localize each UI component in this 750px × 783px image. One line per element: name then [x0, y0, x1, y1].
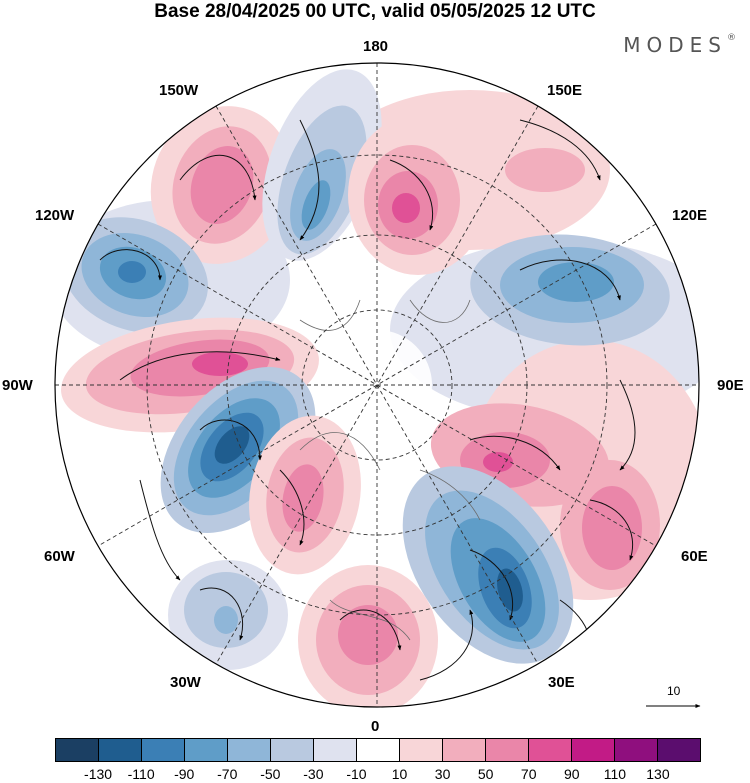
- colorbar-tick-label: 90: [564, 766, 580, 782]
- colorbar-swatch: [142, 739, 185, 761]
- anomaly-center: [582, 486, 642, 570]
- reference-vector-label: 10: [667, 684, 681, 698]
- colorbar-ticks: -130 -110 -90 -70 -50 -30 -10 10 30 50 70 90 110 130: [55, 766, 701, 783]
- graticule: [55, 63, 699, 707]
- colorbar-tick-label: -50: [260, 766, 281, 782]
- latitude-circle: [146, 154, 608, 616]
- colorbar-swatch: [486, 739, 529, 761]
- colorbar-swatch: [615, 739, 658, 761]
- lon-label-120w: 120W: [35, 207, 75, 224]
- anomaly-center: [282, 464, 324, 532]
- anomaly-center: [538, 262, 614, 302]
- lon-label-150e: 150E: [547, 82, 583, 99]
- map-border: [54, 62, 700, 708]
- colorbar-tick-label: -10: [346, 766, 367, 782]
- colorbar-swatch: [400, 739, 443, 761]
- coastline: [299, 299, 481, 641]
- brand-text: MODES: [623, 33, 727, 57]
- colorbar-swatch: [572, 739, 615, 761]
- colorbar-swatch: [271, 739, 314, 761]
- anomaly-center: [214, 606, 238, 634]
- anomaly-center: [192, 352, 248, 376]
- colorbar-swatch: [357, 739, 400, 761]
- colorbar-swatch: [228, 739, 271, 761]
- lon-label-60w: 60W: [44, 548, 75, 565]
- anomaly-center: [301, 180, 331, 230]
- lon-label-150w: 150W: [159, 82, 199, 99]
- lon-label-180: 180: [363, 38, 389, 55]
- lon-label-120e: 120E: [672, 207, 708, 224]
- colorbar-swatch: [443, 739, 486, 761]
- colorbar-tick-label: -130: [84, 766, 113, 782]
- anomaly-center: [483, 452, 513, 472]
- colorbar-swatch: [658, 739, 700, 761]
- lon-label-0: 0: [371, 718, 380, 735]
- anomaly-center: [118, 261, 146, 283]
- colorbar: [55, 738, 701, 762]
- colorbar-tick-label: 30: [434, 766, 451, 782]
- anomaly-center: [214, 426, 250, 464]
- lon-label-30w: 30W: [170, 674, 201, 691]
- lon-label-90e: 90E: [717, 377, 744, 394]
- colorbar-tick-label: 110: [603, 766, 627, 782]
- anomaly-field: [55, 63, 699, 707]
- brand-mark: ®: [727, 33, 736, 43]
- colorbar-swatch: [99, 739, 142, 761]
- lon-label-30e: 30E: [548, 674, 575, 691]
- lon-label-90w: 90W: [2, 377, 33, 394]
- colorbar-swatch: [56, 739, 99, 761]
- meridian-line: [97, 223, 657, 547]
- colorbar-tick-label: 10: [391, 766, 408, 782]
- colorbar-swatch: [314, 739, 357, 761]
- colorbar-swatch: [529, 739, 572, 761]
- colorbar-swatch: [185, 739, 228, 761]
- colorbar-tick-label: -70: [217, 766, 238, 782]
- colorbar-tick-label: -30: [303, 766, 324, 782]
- colorbar-tick-label: -110: [127, 766, 155, 782]
- colorbar-tick-label: -90: [174, 766, 195, 782]
- chart-title: Base 28/04/2025 00 UTC, valid 05/05/2025…: [154, 1, 596, 22]
- modes-logo: MODES®: [623, 33, 736, 57]
- colorbar-tick-label: 50: [477, 766, 494, 782]
- latitude-circle: [226, 234, 528, 536]
- anomaly-center: [497, 568, 523, 612]
- colorbar-tick-label: 70: [520, 766, 537, 782]
- anomaly-center: [505, 148, 585, 192]
- anomaly-center: [190, 146, 254, 224]
- latitude-circle: [301, 309, 453, 461]
- lon-label-60e: 60E: [681, 548, 708, 565]
- anomaly-center: [392, 193, 420, 223]
- colorbar-tick-label: 130: [646, 766, 670, 782]
